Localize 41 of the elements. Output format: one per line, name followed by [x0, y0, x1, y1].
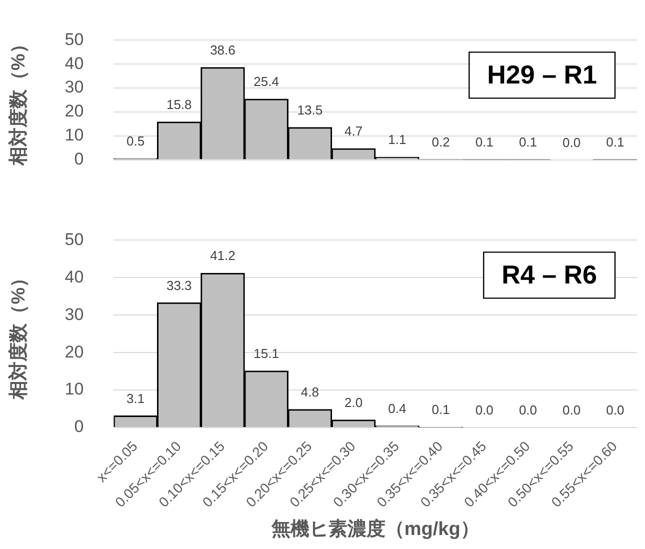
- data-label: 0.0: [562, 402, 581, 418]
- data-label: 0.5: [126, 134, 145, 149]
- data-label: 4.8: [300, 384, 319, 400]
- data-label: 0.2: [432, 134, 450, 150]
- annotation: R4 – R6: [502, 259, 598, 290]
- data-label: 0.4: [388, 401, 406, 416]
- data-label: 13.5: [297, 102, 323, 118]
- data-label: 41.2: [210, 248, 236, 264]
- y-axis-title: 相対度数（%）: [8, 34, 30, 166]
- data-label: 33.3: [166, 278, 192, 293]
- y-tick-label: 30: [64, 304, 84, 324]
- data-label: 15.1: [254, 346, 279, 362]
- y-tick-label: 10: [64, 380, 84, 399]
- y-tick-label: 40: [64, 267, 84, 286]
- data-label: 15.8: [166, 97, 192, 112]
- y-tick-label: 50: [64, 230, 84, 249]
- data-label: 0.0: [518, 402, 538, 418]
- y-tick-label: 0: [74, 149, 84, 168]
- data-label: 4.7: [344, 124, 363, 139]
- y-tick-label: 20: [64, 102, 84, 121]
- data-label: 0.1: [432, 402, 450, 418]
- y-axis-title: 相対度数（%）: [8, 268, 30, 400]
- data-label: 0.1: [518, 134, 538, 150]
- data-label: 0.1: [475, 134, 494, 150]
- y-tick-label: 50: [64, 30, 84, 49]
- y-tick-label: 20: [64, 342, 84, 362]
- data-label: 38.6: [210, 42, 236, 58]
- y-tick-label: 10: [64, 126, 84, 145]
- data-label: 0.0: [606, 402, 624, 418]
- data-label: 25.4: [254, 74, 279, 90]
- annotation: H29 – R1: [487, 59, 597, 90]
- data-label: 1.1: [388, 132, 406, 148]
- y-tick-label: 30: [64, 78, 84, 97]
- data-label: 3.1: [126, 390, 145, 406]
- data-label: 0.1: [606, 134, 624, 150]
- data-label: 2.0: [344, 395, 363, 410]
- x-axis-title: 無機ヒ素濃度（mg/kg）: [270, 518, 480, 540]
- y-tick-label: 40: [64, 54, 84, 73]
- data-label: 0.0: [562, 134, 581, 150]
- y-tick-label: 0: [74, 417, 84, 436]
- data-label: 0.0: [475, 402, 494, 418]
